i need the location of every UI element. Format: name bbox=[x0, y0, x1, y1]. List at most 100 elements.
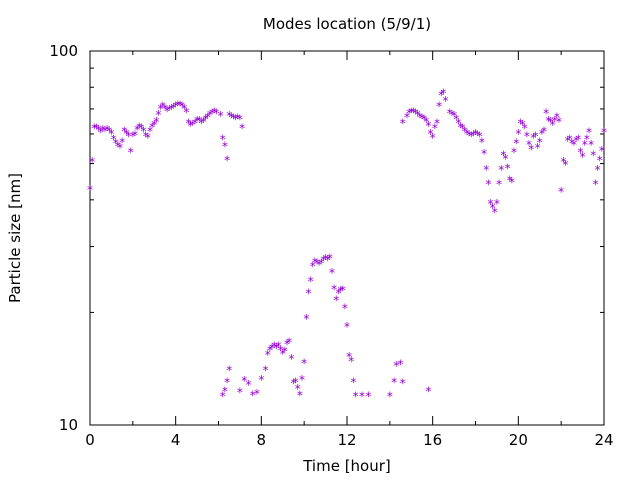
data-point: * bbox=[500, 149, 507, 163]
data-point: * bbox=[230, 111, 237, 125]
data-point: * bbox=[337, 284, 344, 298]
data-point: * bbox=[161, 102, 168, 116]
y-tick-label: 100 bbox=[49, 42, 78, 60]
data-point: * bbox=[142, 130, 149, 144]
data-point: * bbox=[283, 338, 290, 352]
data-point: * bbox=[168, 102, 175, 116]
data-point: * bbox=[221, 140, 228, 154]
data-point: * bbox=[545, 114, 552, 128]
y-axis-label: Particle size [nm] bbox=[6, 173, 24, 303]
data-point: * bbox=[106, 124, 113, 138]
data-point: * bbox=[416, 110, 423, 124]
data-point: * bbox=[333, 294, 340, 308]
data-point: * bbox=[543, 107, 550, 121]
data-point: * bbox=[575, 132, 582, 146]
data-point: * bbox=[324, 254, 331, 268]
y-axis: 10 100 bbox=[49, 42, 604, 434]
data-point: * bbox=[583, 132, 590, 146]
data-point: * bbox=[453, 113, 460, 127]
data-point: * bbox=[579, 150, 586, 164]
data-point: * bbox=[459, 122, 466, 136]
data-point: * bbox=[472, 127, 479, 141]
data-point: * bbox=[326, 251, 333, 265]
data-point: * bbox=[461, 124, 468, 138]
data-point: * bbox=[463, 127, 470, 141]
data-point: * bbox=[148, 120, 155, 134]
data-point: * bbox=[328, 266, 335, 280]
data-point: * bbox=[504, 162, 511, 176]
x-axis-label: Time [hour] bbox=[302, 457, 391, 475]
data-point: * bbox=[86, 183, 93, 197]
data-point: * bbox=[594, 163, 601, 177]
data-point: * bbox=[121, 124, 128, 138]
data-point: * bbox=[204, 110, 211, 124]
data-point: * bbox=[153, 115, 160, 129]
data-point: * bbox=[450, 109, 457, 123]
data-point: * bbox=[393, 359, 400, 373]
data-point: * bbox=[193, 114, 200, 128]
data-point: * bbox=[585, 126, 592, 140]
data-point: * bbox=[350, 375, 357, 389]
x-tick-label: 12 bbox=[337, 431, 356, 449]
data-point: * bbox=[163, 104, 170, 118]
data-point: * bbox=[95, 123, 102, 137]
data-point: * bbox=[433, 116, 440, 130]
data-point: * bbox=[307, 274, 314, 288]
data-point: * bbox=[425, 384, 432, 398]
data-point: * bbox=[273, 342, 280, 356]
data-point: * bbox=[301, 357, 308, 371]
data-point: * bbox=[275, 340, 282, 354]
data-point: * bbox=[390, 375, 397, 389]
data-point: * bbox=[540, 124, 547, 138]
data-point: * bbox=[399, 116, 406, 130]
data-point: * bbox=[200, 115, 207, 129]
data-point: * bbox=[440, 86, 447, 100]
data-point: * bbox=[238, 122, 245, 136]
data-point: * bbox=[410, 105, 417, 119]
data-point: * bbox=[348, 354, 355, 368]
data-point: * bbox=[573, 134, 580, 148]
data-point: * bbox=[226, 109, 233, 123]
data-point: * bbox=[418, 111, 425, 125]
data-point: * bbox=[185, 116, 192, 130]
data-point: * bbox=[506, 174, 513, 188]
data-point: * bbox=[562, 158, 569, 172]
data-point: * bbox=[241, 374, 248, 388]
data-point: * bbox=[549, 118, 556, 132]
data-point: * bbox=[547, 115, 554, 129]
data-point: * bbox=[226, 363, 233, 377]
data-point: * bbox=[560, 155, 567, 169]
data-point: * bbox=[253, 387, 260, 401]
data-point: * bbox=[596, 153, 603, 167]
data-point: * bbox=[133, 123, 140, 137]
data-point: * bbox=[588, 138, 595, 152]
data-point: * bbox=[258, 373, 265, 387]
data-point: * bbox=[341, 301, 348, 315]
data-point: * bbox=[217, 109, 224, 123]
data-point: * bbox=[119, 135, 126, 149]
data-point: * bbox=[170, 101, 177, 115]
data-point: * bbox=[485, 177, 492, 191]
data-point: * bbox=[331, 283, 338, 297]
data-point: * bbox=[110, 132, 117, 146]
data-point: * bbox=[358, 390, 365, 404]
data-point: * bbox=[570, 138, 577, 152]
data-point: * bbox=[493, 197, 500, 211]
data-point: * bbox=[202, 113, 209, 127]
data-point: * bbox=[140, 124, 147, 138]
data-point: * bbox=[136, 120, 143, 134]
data-point: * bbox=[534, 141, 541, 155]
data-point: * bbox=[446, 107, 453, 121]
data-point: * bbox=[112, 137, 119, 151]
data-point: * bbox=[125, 130, 132, 144]
data-point: * bbox=[155, 108, 162, 122]
data-point: * bbox=[566, 132, 573, 146]
data-point: * bbox=[427, 127, 434, 141]
data-point: * bbox=[598, 144, 605, 158]
data-point: * bbox=[108, 127, 115, 141]
data-point: * bbox=[104, 123, 111, 137]
data-point: * bbox=[189, 118, 196, 132]
data-point: * bbox=[99, 123, 106, 137]
data-point: * bbox=[483, 163, 490, 177]
